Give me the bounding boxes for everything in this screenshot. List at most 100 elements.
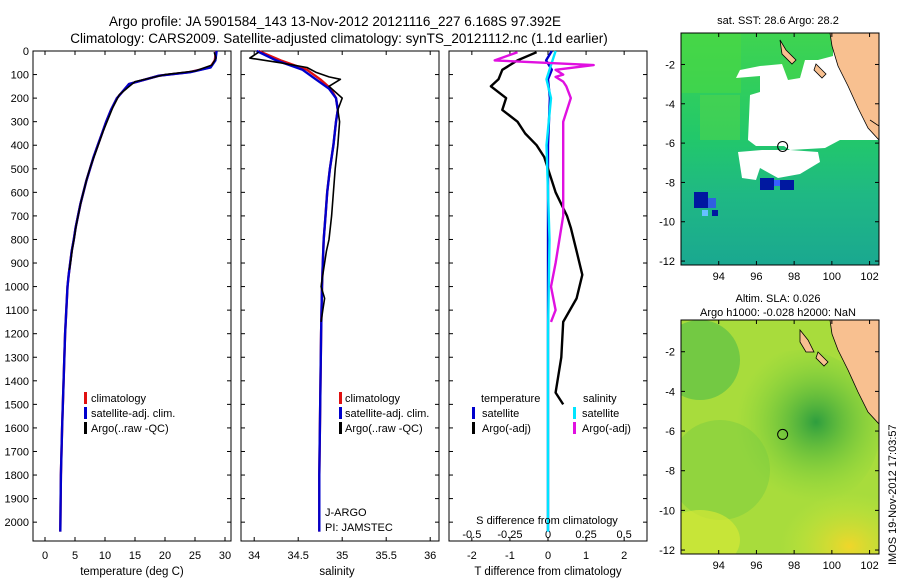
- lat-tick-label: -8: [665, 177, 675, 189]
- x-tick-label: 0: [42, 550, 48, 562]
- x-tick-label: 20: [159, 550, 171, 562]
- lat-tick-label: -12: [659, 256, 675, 268]
- temperature-plot-frame: [32, 50, 232, 542]
- lat-tick-label: -4: [665, 99, 675, 111]
- x-tick-label: 30: [219, 550, 231, 562]
- sst-map-frame: [680, 32, 880, 266]
- temperature-x-axis: 0 5 10 15 20 25 30: [42, 51, 231, 562]
- lat-tick-label: -2: [665, 59, 675, 71]
- timestamp-stamp: IMOS 19-Nov-2012 17:03:57: [887, 424, 899, 565]
- x-tick-label: 2: [621, 550, 627, 562]
- temperature-legend: climatology satellite-adj. clim. Argo(..…: [84, 392, 175, 435]
- depth-tick-label: 900: [11, 258, 29, 270]
- salinity-x-label: salinity: [319, 566, 354, 578]
- lon-tick-label: 94: [713, 560, 725, 572]
- s-tick-label: -0.5: [462, 529, 481, 541]
- legend-label-s-argo: Argo(-adj): [582, 423, 631, 435]
- temperature-x-label: temperature (deg C): [80, 566, 184, 578]
- sla-map-axes: 94 96 98 100 102 -2 -4 -6 -8 -10 -12: [659, 320, 879, 572]
- x-tick-label: -2: [467, 550, 477, 562]
- s-tick-label: 0.5: [617, 529, 632, 541]
- float-position-marker: [777, 428, 789, 440]
- lon-tick-label: 100: [823, 560, 841, 572]
- depth-tick-label: 1000: [5, 282, 29, 294]
- depth-tick-label: 500: [11, 164, 29, 176]
- x-tick-label: 15: [129, 550, 141, 562]
- lon-tick-label: 96: [750, 271, 762, 283]
- x-tick-label: 36: [424, 550, 436, 562]
- legend-swatch-s-argo: [573, 422, 576, 434]
- legend-header-salinity: salinity: [583, 393, 617, 405]
- float-position-marker: [777, 140, 789, 152]
- x-tick-label: 34: [248, 550, 260, 562]
- x-tick-label: 34.5: [287, 550, 308, 562]
- sla-map-panel: Altim. SLA: 0.026 Argo h1000: -0.028 h20…: [659, 293, 880, 572]
- depth-tick-label: 800: [11, 234, 29, 246]
- legend-swatch-satellite: [339, 407, 342, 419]
- legend-swatch-s-satellite: [573, 407, 576, 419]
- depth-tick-label: 1600: [5, 423, 29, 435]
- legend-label-t-satellite: satellite: [482, 408, 519, 420]
- salinity-panel: 34 34.5 35 35.5 36 salinity climatology sate…: [240, 49, 440, 578]
- lat-tick-label: -8: [665, 466, 675, 478]
- difference-panel: -2 -1 0 1 2 -0.5 -0.25 0 0.25 0.5 S difference f…: [448, 50, 648, 578]
- legend-label-climatology: climatology: [345, 393, 401, 405]
- s-difference-axis: -0.5 -0.25 0 0.25 0.5: [462, 529, 631, 541]
- depth-tick-label: 1800: [5, 470, 29, 482]
- series-line-argo-raw-qc-: [249, 51, 344, 323]
- temperature-series: [59, 50, 218, 532]
- lon-tick-label: 100: [823, 271, 841, 283]
- lat-tick-label: -6: [665, 138, 675, 150]
- x-tick-label: 5: [72, 550, 78, 562]
- salinity-x-axis: 34 34.5 35 35.5 36: [248, 51, 436, 562]
- x-tick-label: 25: [189, 550, 201, 562]
- depth-tick-label: 1700: [5, 446, 29, 458]
- x-tick-label: 0: [545, 550, 551, 562]
- depth-tick-label: 100: [11, 70, 29, 82]
- lon-tick-label: 102: [860, 271, 878, 283]
- legend-label-s-satellite: satellite: [582, 408, 619, 420]
- depth-tick-label: 0: [23, 46, 29, 58]
- legend-label-argo: Argo(..raw -QC): [345, 423, 423, 435]
- depth-tick-label: 700: [11, 211, 29, 223]
- lon-tick-label: 98: [788, 560, 800, 572]
- depth-tick-label: 1200: [5, 329, 29, 341]
- legend-label-climatology: climatology: [91, 393, 147, 405]
- s-tick-label: -0.25: [497, 529, 522, 541]
- lon-tick-label: 98: [788, 271, 800, 283]
- depth-tick-label: 1300: [5, 352, 29, 364]
- depth-tick-label: 1900: [5, 494, 29, 506]
- sla-map-subtitle: Argo h1000: -0.028 h2000: NaN: [700, 307, 856, 319]
- sst-map-panel: sat. SST: 28.6 Argo: 28.2 94 96 98 100 102 -2…: [659, 15, 880, 283]
- x-tick-label: 10: [99, 550, 111, 562]
- legend-swatch-t-argo: [472, 422, 475, 434]
- depth-tick-label: 1400: [5, 376, 29, 388]
- lat-tick-label: -12: [659, 545, 675, 557]
- depth-axis: 0 100 200 300 400 500 600 700 800 900 1000 1100 1200…: [5, 46, 231, 529]
- x-tick-label: 1: [583, 550, 589, 562]
- lon-tick-label: 96: [750, 560, 762, 572]
- depth-tick-label: 1100: [5, 305, 29, 317]
- sla-map-image: [681, 320, 879, 554]
- s-tick-label: 0.25: [575, 529, 596, 541]
- lat-tick-label: -4: [665, 386, 675, 398]
- sst-map-image: [681, 33, 879, 265]
- s-tick-label: 0: [545, 529, 551, 541]
- sla-map-title: Altim. SLA: 0.026: [736, 293, 821, 305]
- series-line-satellite-adj-clim-: [59, 50, 218, 532]
- figure-title-line2: Climatology: CARS2009. Satellite-adjuste…: [70, 31, 608, 46]
- depth-tick-label: 2000: [5, 517, 29, 529]
- series-line-climatology: [59, 50, 218, 532]
- x-tick-label: 35: [336, 550, 348, 562]
- salinity-legend: climatology satellite-adj. clim. Argo(..…: [339, 392, 429, 435]
- legend-header-temperature: temperature: [481, 393, 540, 405]
- legend-label-satellite: satellite-adj. clim.: [91, 408, 175, 420]
- series-line-satellite-adj-clim-: [256, 49, 339, 532]
- sla-map-frame: [680, 319, 880, 555]
- legend-label-satellite: satellite-adj. clim.: [345, 408, 429, 420]
- lon-tick-label: 94: [713, 271, 725, 283]
- s-difference-title: S difference from climatology: [476, 515, 618, 527]
- series-line-salinity-satellite: [545, 50, 557, 532]
- series-line-argo-raw-qc-: [68, 51, 217, 271]
